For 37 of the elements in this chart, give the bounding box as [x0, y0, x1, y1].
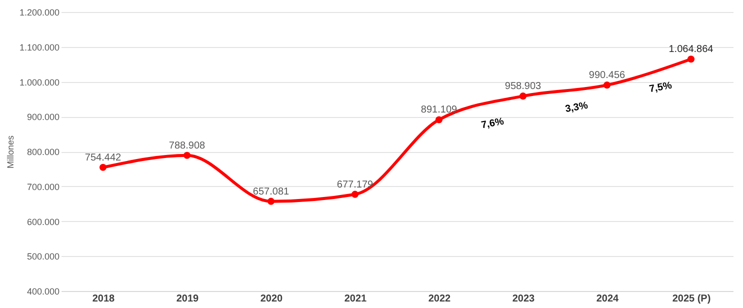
y-tick-label: 1.200.000: [19, 8, 60, 18]
point: [351, 190, 359, 198]
y-tick-label: 1.100.000: [19, 42, 60, 52]
point: [267, 198, 275, 205]
x-tick-label: 2024: [596, 294, 620, 304]
data-label: 754.442: [84, 152, 122, 164]
data-label: 677.179: [336, 179, 374, 190]
point: [519, 92, 527, 100]
data-label: 958.903: [504, 81, 542, 92]
point: [183, 152, 191, 159]
point: [687, 56, 695, 63]
y-axis-title: Millones: [5, 134, 16, 169]
x-tick-label: 2022: [428, 294, 452, 304]
data-label: 1.064.864: [668, 44, 714, 56]
x-tick-label: 2019: [176, 294, 200, 304]
data-label: 657.081: [252, 186, 290, 198]
y-tick-label: 900.000: [26, 112, 60, 122]
x-tick-label: 2021: [344, 294, 368, 304]
annotation: 3,3%: [564, 100, 589, 116]
y-tick-label: 700.000: [26, 182, 60, 192]
data-label: 788.908: [168, 140, 206, 152]
annotation: 7,5%: [648, 80, 673, 96]
x-tick-label: 2025 (P): [672, 294, 711, 304]
point: [603, 82, 611, 89]
y-tick-label: 1.000.000: [19, 77, 60, 88]
y-tick-label: 400.000: [26, 286, 60, 296]
data-label: 990.456: [588, 70, 626, 82]
point: [435, 116, 443, 124]
annotation: 7,6%: [480, 116, 505, 132]
x-tick-label: 2018: [92, 294, 116, 304]
y-tick-label: 500.000: [26, 252, 60, 262]
x-tick-label: 2023: [512, 294, 536, 304]
y-tick-label: 600.000: [26, 216, 60, 227]
y-tick-label: 800.000: [26, 147, 60, 157]
x-tick-label: 2020: [260, 294, 284, 304]
point: [99, 164, 107, 171]
data-label: 891.109: [420, 104, 458, 116]
